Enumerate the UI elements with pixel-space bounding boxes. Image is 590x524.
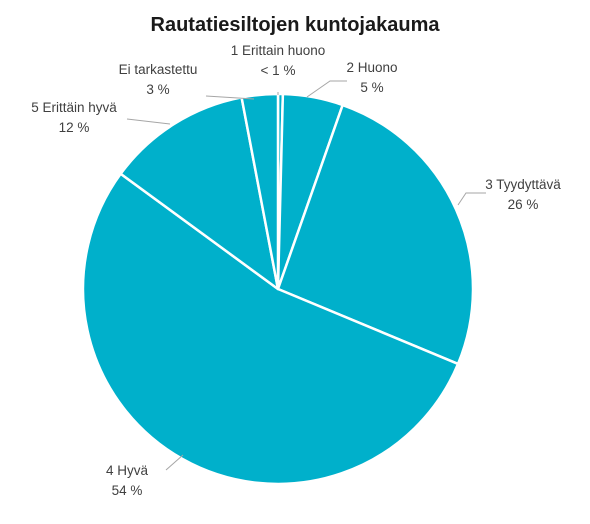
- pie-slice-3-tyydyttava: [276, 103, 475, 366]
- slice-label-4-hyva: 4 Hyvä: [106, 463, 149, 478]
- slice-value-5-erittain-hyva: 12 %: [59, 120, 90, 135]
- pie-slice-4-hyva: [81, 172, 460, 486]
- leader-line-4-hyva: [165, 454, 184, 471]
- slice-value-4-hyva: 54 %: [112, 483, 143, 498]
- slice-label-2-huono: 2 Huono: [346, 60, 397, 75]
- slice-label-3-tyydyttava: 3 Tyydyttävä: [485, 177, 561, 192]
- slice-label-1-erittain-huono: 1 Erittain huono: [231, 43, 326, 58]
- slice-value-2-huono: 5 %: [360, 80, 383, 95]
- leader-line-3-tyydyttava: [457, 192, 486, 206]
- slice-label-ei-tarkastettu: Ei tarkastettu: [119, 62, 198, 77]
- slice-label-5-erittain-hyva: 5 Erittäin hyvä: [31, 100, 117, 115]
- slice-value-3-tyydyttava: 26 %: [508, 197, 539, 212]
- leader-lines: [126, 80, 486, 471]
- slice-value-ei-tarkastettu: 3 %: [146, 82, 169, 97]
- pie-slice-5-erittain-hyva: [119, 96, 280, 291]
- chart-title: Rautatiesiltojen kuntojakauma: [150, 14, 440, 36]
- slice-labels: 1 Erittain huono < 1 % 2 Huono 5 % 3 Tyydytt…: [31, 43, 561, 498]
- slice-value-1-erittain-huono: < 1 %: [261, 63, 296, 78]
- pie-slices: [81, 92, 475, 486]
- leader-line-5-erittain-hyva: [126, 118, 171, 125]
- leader-line-ei-tarkastettu: [205, 95, 255, 100]
- leader-line-2-huono: [306, 80, 347, 98]
